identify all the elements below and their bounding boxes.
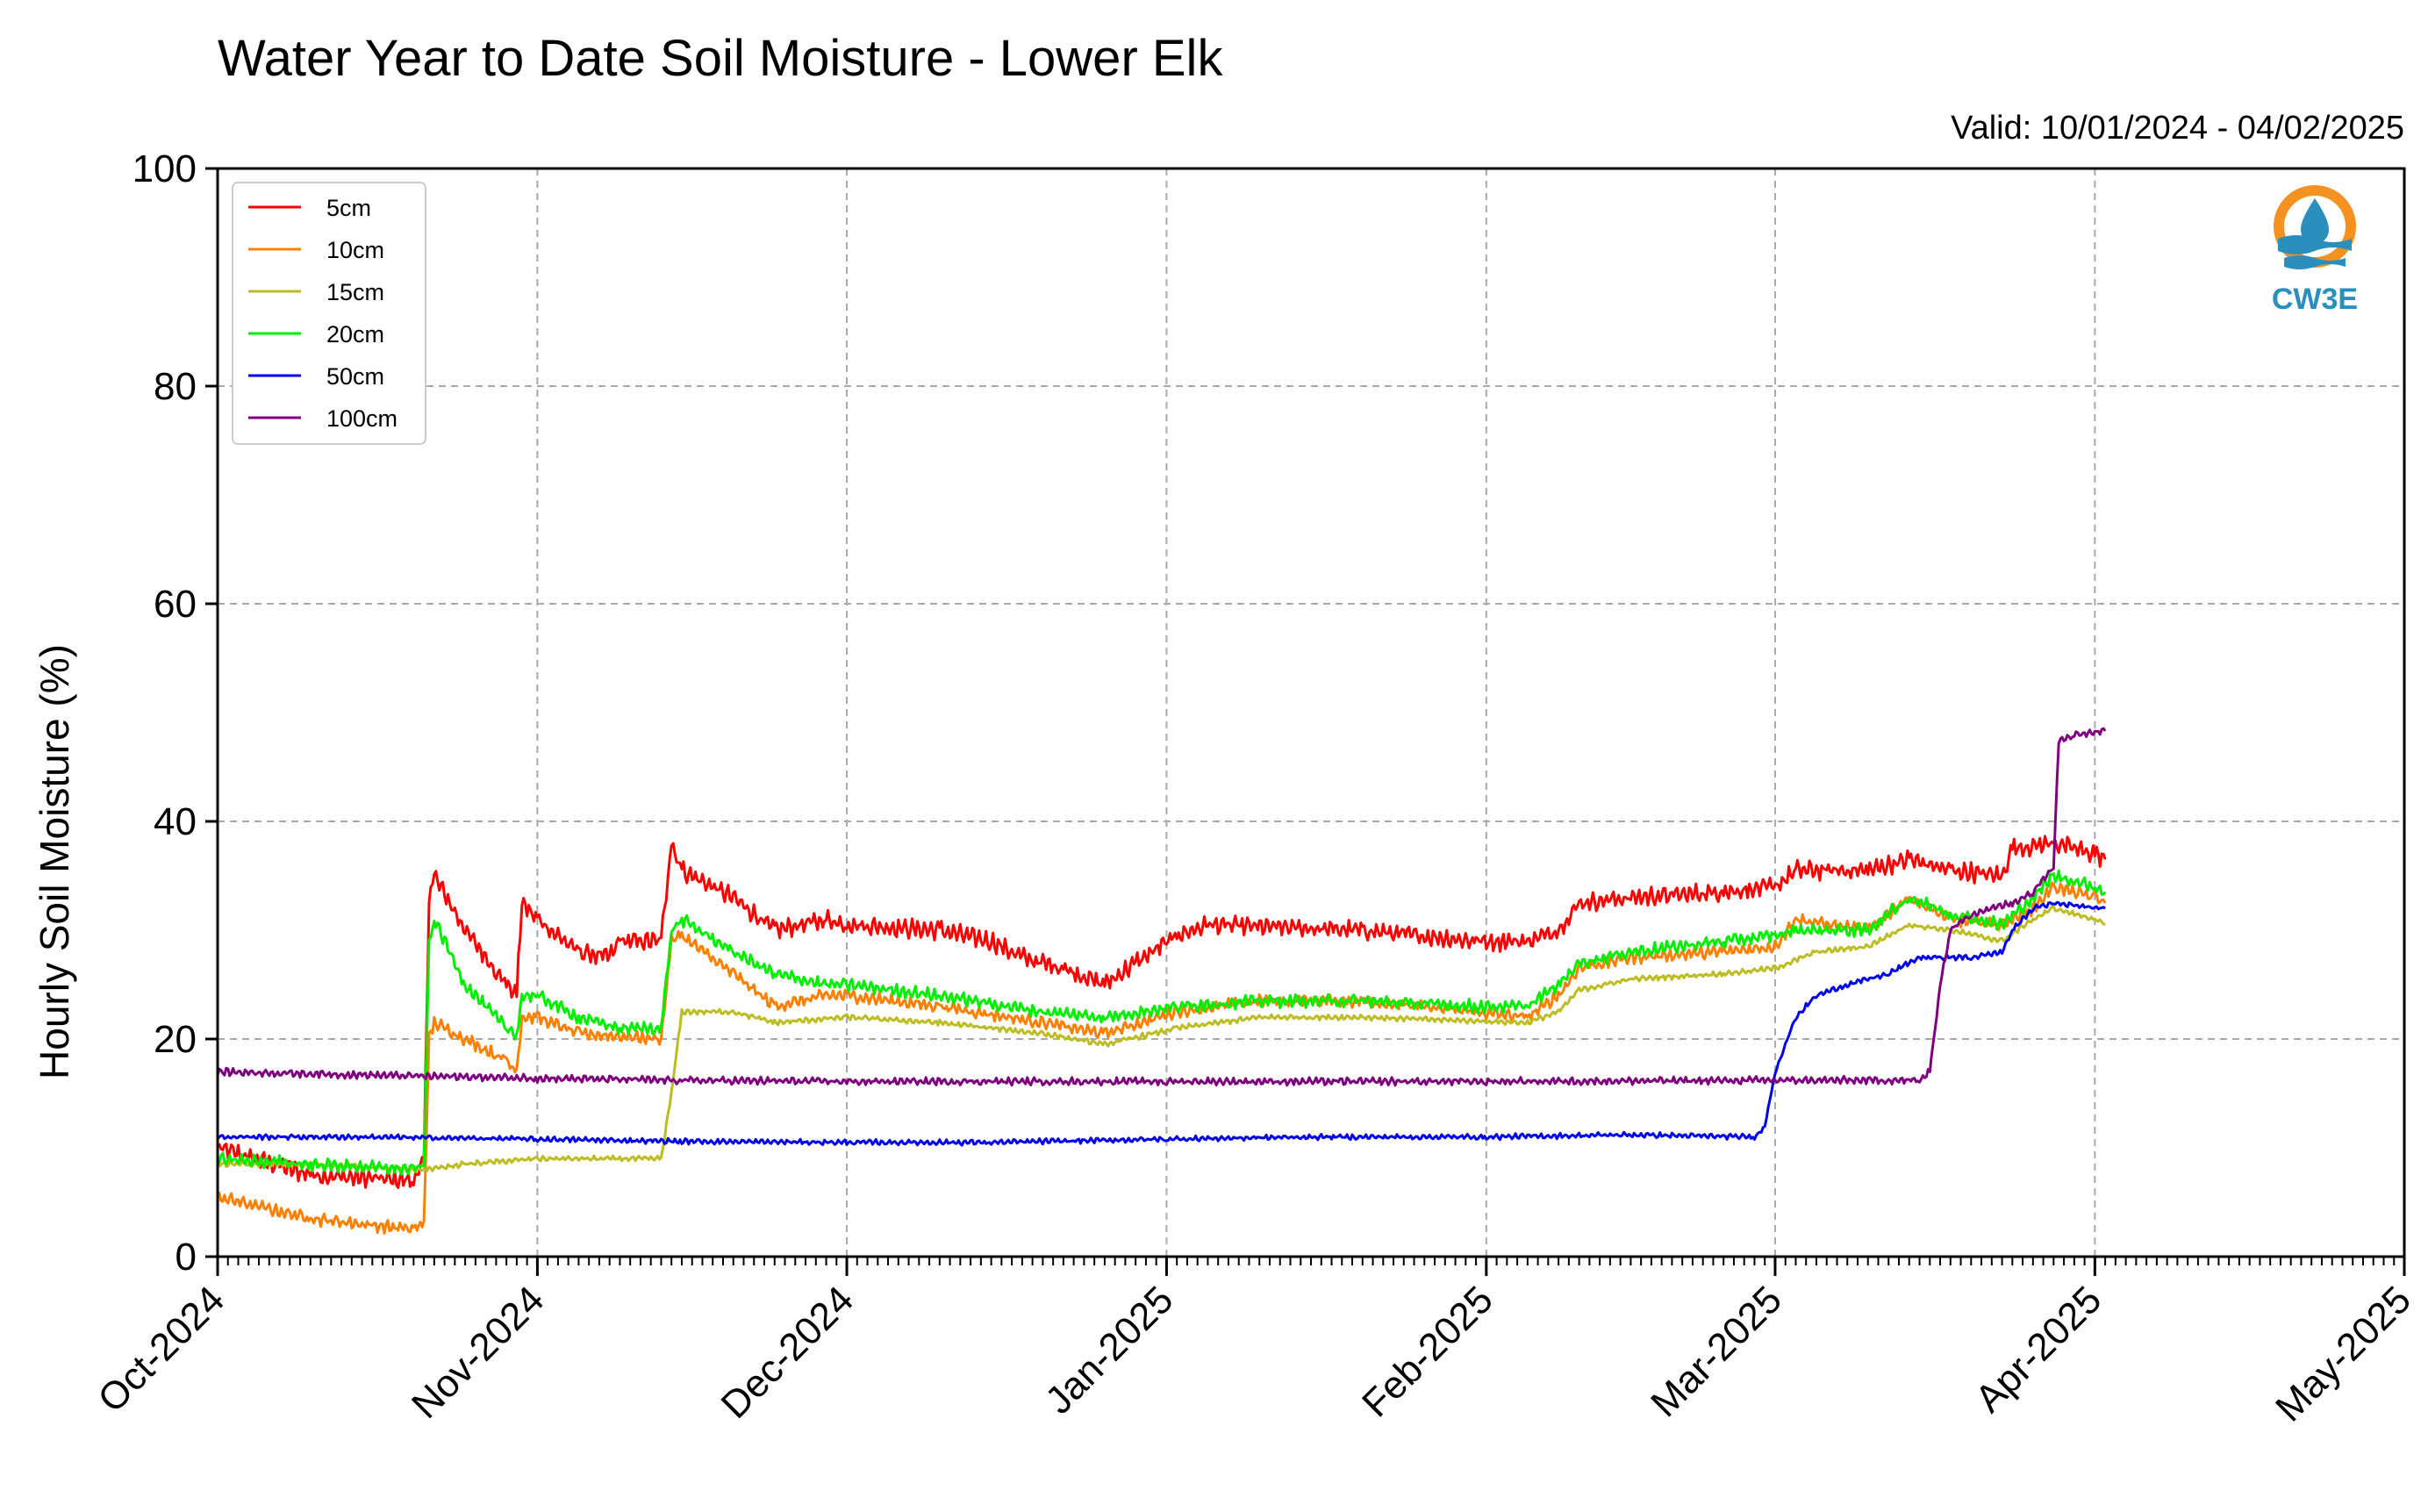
series-line-5cm bbox=[216, 835, 2107, 1189]
legend-label-50cm: 50cm bbox=[326, 363, 384, 390]
chart-title: Water Year to Date Soil Moisture - Lower… bbox=[218, 30, 1223, 87]
y-tick-label: 60 bbox=[154, 583, 197, 626]
series-line-100cm bbox=[216, 727, 2107, 1087]
series-line-20cm bbox=[216, 869, 2107, 1176]
logo-drop-icon bbox=[2301, 198, 2329, 244]
chart-subtitle: Valid: 10/01/2024 - 04/02/2025 bbox=[1951, 110, 2404, 147]
logo-wave-icon bbox=[2278, 235, 2352, 254]
series-line-10cm bbox=[216, 881, 2107, 1235]
x-tick-label: Apr-2025 bbox=[1967, 1278, 2110, 1421]
x-tick-label: Dec-2024 bbox=[713, 1278, 863, 1427]
plot-frame bbox=[216, 167, 2406, 1258]
series-lines bbox=[216, 727, 2107, 1235]
x-tick-label: Mar-2025 bbox=[1643, 1278, 1790, 1425]
axes: 0 20 40 60 80 100 Oct-2024 Nov-2024 Dec-2024 Jan-… bbox=[90, 147, 2419, 1430]
logo-wave2-icon bbox=[2284, 255, 2346, 269]
y-tick-label: 20 bbox=[154, 1018, 197, 1061]
x-tick-label: Feb-2025 bbox=[1354, 1278, 1501, 1425]
x-tick-label: Oct-2024 bbox=[90, 1278, 233, 1421]
y-axis-label: Hourly Soil Moisture (%) bbox=[32, 644, 77, 1079]
legend-label-15cm: 15cm bbox=[326, 279, 384, 305]
grid-lines bbox=[218, 168, 2404, 1257]
legend-label-100cm: 100cm bbox=[326, 405, 398, 432]
y-tick-label: 0 bbox=[175, 1236, 197, 1279]
x-tick-label: Nov-2024 bbox=[404, 1278, 553, 1427]
x-tick-label: May-2025 bbox=[2267, 1278, 2419, 1430]
y-tick-label: 80 bbox=[154, 365, 197, 408]
series-line-50cm bbox=[216, 900, 2106, 1147]
series-line-15cm bbox=[216, 905, 2106, 1173]
legend-label-5cm: 5cm bbox=[326, 195, 371, 221]
legend-label-10cm: 10cm bbox=[326, 237, 384, 263]
chart-legend: 5cm 10cm 15cm 20cm 50cm 100cm bbox=[232, 182, 426, 445]
y-tick-label: 40 bbox=[154, 800, 197, 843]
logo-text: CW3E bbox=[2272, 283, 2358, 316]
x-tick-label: Jan-2025 bbox=[1037, 1278, 1181, 1422]
cw3e-logo: CW3E bbox=[2272, 185, 2358, 316]
legend-label-20cm: 20cm bbox=[326, 321, 384, 348]
y-tick-label: 100 bbox=[133, 147, 197, 190]
